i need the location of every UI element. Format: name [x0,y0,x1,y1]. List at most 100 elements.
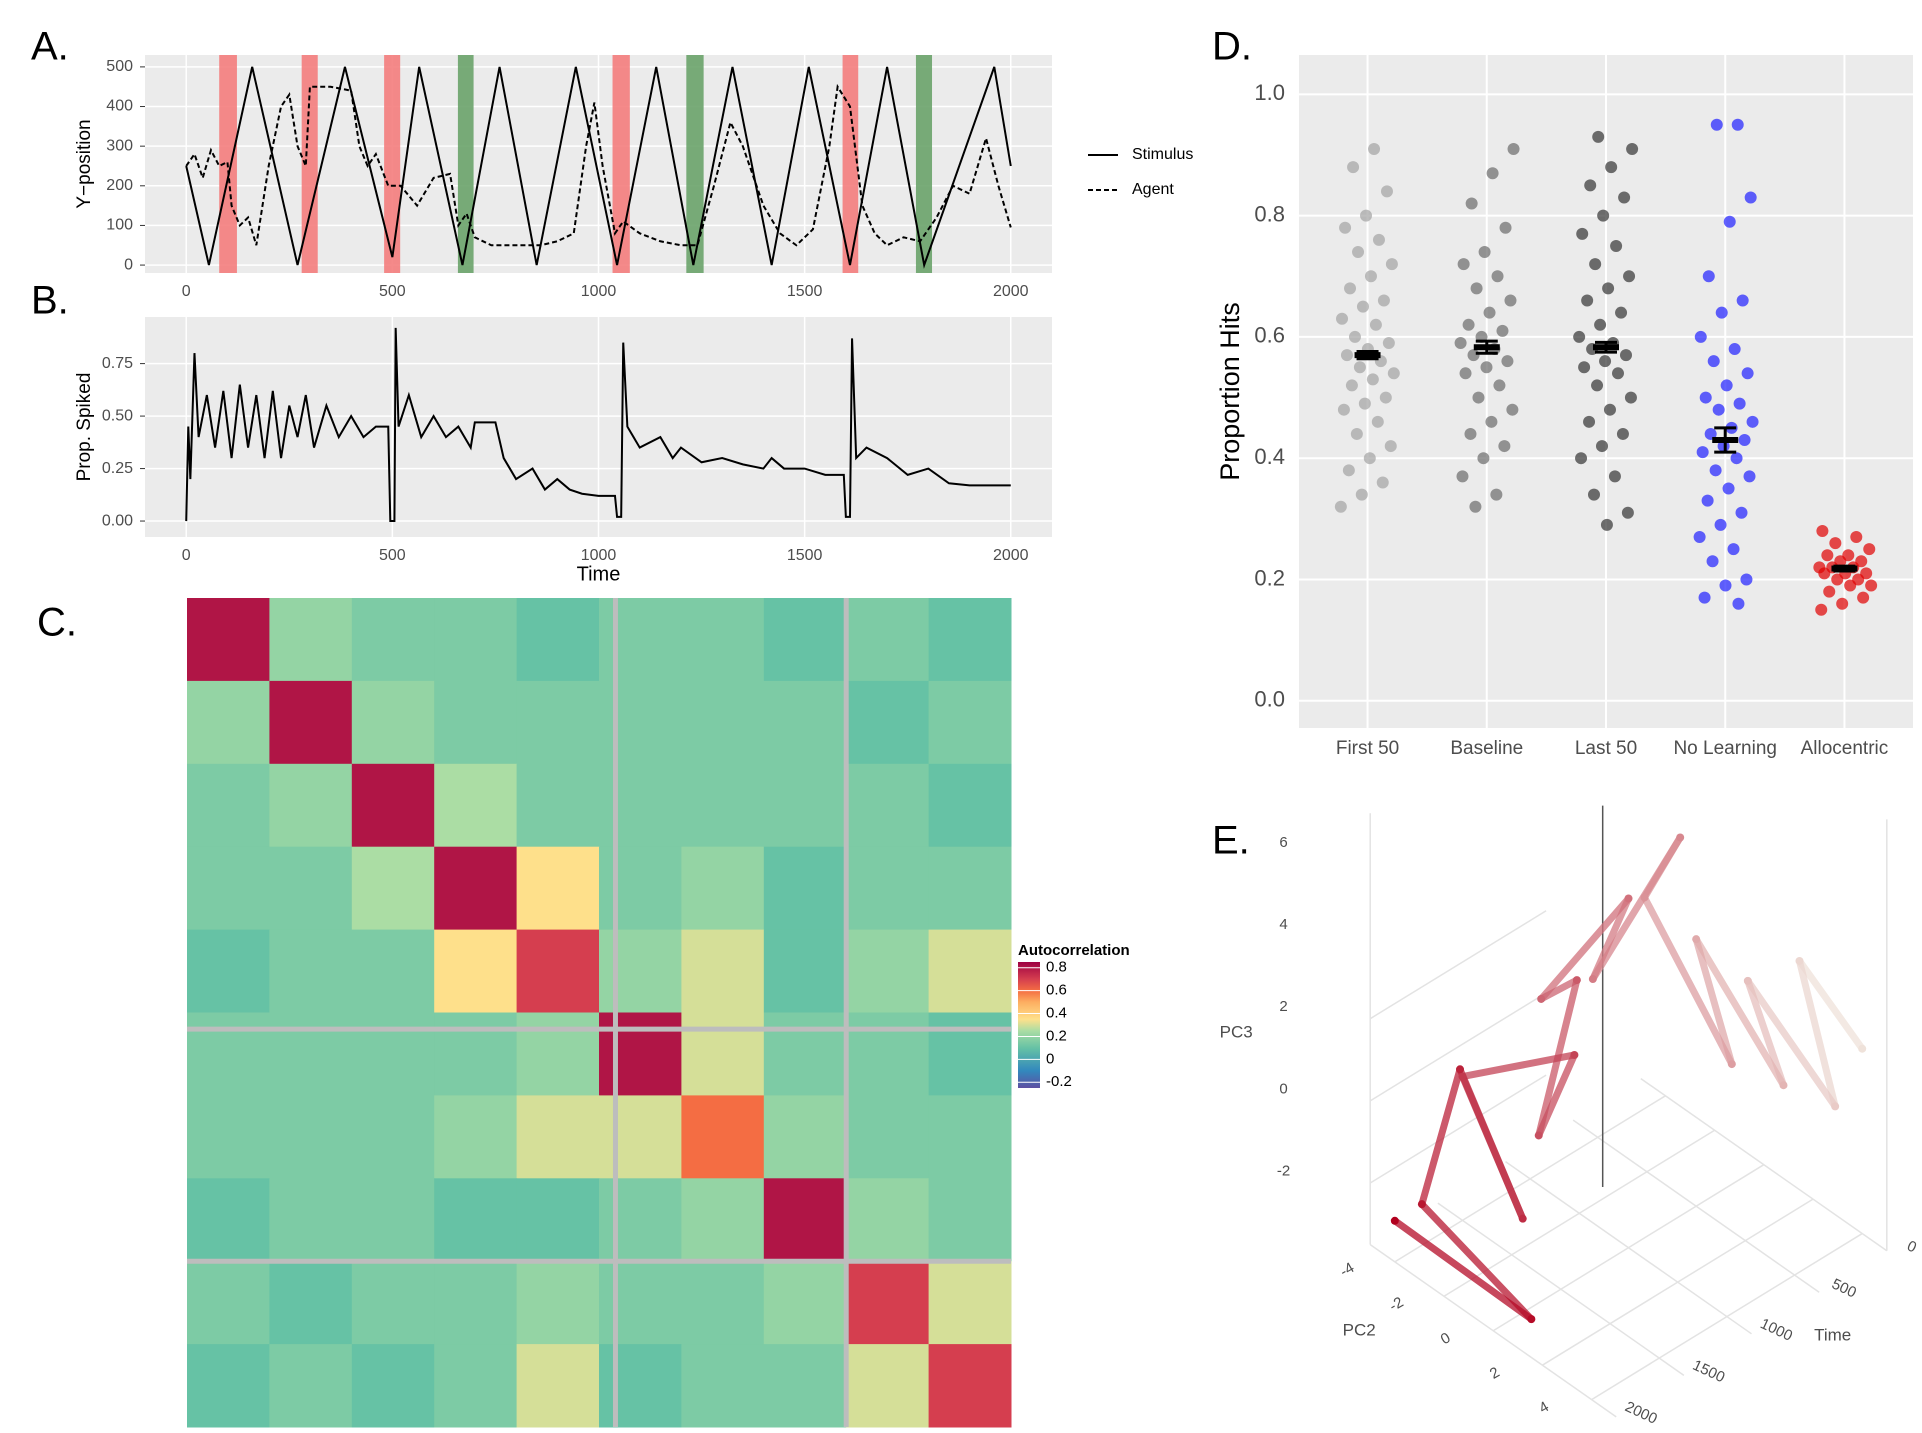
trajectory-point [1570,1050,1579,1059]
x-tick-label: 1500 [787,283,823,300]
heat-cell [763,1261,847,1345]
y-tick-label: 0.2 [1254,565,1285,590]
data-point [1733,397,1746,410]
y-axis-label: Y−position [74,119,95,208]
heat-cell [516,1095,600,1179]
data-point [1478,246,1491,259]
y-tick-label: 300 [106,137,133,154]
data-point [1730,452,1743,465]
data-point [1615,306,1628,319]
heat-cell [599,1261,682,1345]
heat-cell [351,763,435,848]
trajectory-segment [1744,977,1787,1089]
y-tick-label: 100 [106,217,133,234]
heat-cell [269,1095,353,1179]
data-point [1360,209,1373,222]
series-line [185,83,1012,247]
data-point [1715,306,1728,319]
heat-cell [846,763,930,848]
heat-cell [269,1261,353,1345]
z-tick-label: 0 [1279,1080,1287,1097]
heat-cell [928,1178,1012,1262]
series-line [185,66,1012,269]
highlight-band [301,55,318,273]
data-point [1336,312,1349,325]
heat-cell [599,1012,682,1096]
heat-cell [434,1012,518,1096]
trajectory-point [1692,935,1701,944]
x-axis-label: PC2 [1343,1320,1376,1339]
data-point [1831,573,1844,586]
data-point [1368,142,1381,155]
data-point [1599,355,1612,368]
heat-cell [269,763,353,848]
data-point [1347,161,1360,174]
data-point [1611,367,1624,380]
x-tick-label: -2 [1386,1294,1406,1315]
data-point [1693,531,1706,544]
heat-cell [516,598,600,682]
trajectory-segment [1391,1217,1535,1323]
data-point [1507,142,1520,155]
heat-cell [269,929,353,1013]
data-point [1506,403,1519,416]
data-point [1821,549,1834,562]
data-point [1350,427,1363,440]
floor-grid [1505,1160,1752,1335]
data-point [1485,415,1498,428]
data-point [1731,118,1744,131]
trajectory-point [1743,976,1752,985]
heat-cell [516,1344,600,1428]
heat-cell [516,929,600,1013]
y-tick-label: 0 [1904,1238,1919,1257]
y-tick-label: 0.75 [102,355,133,372]
colorbar-tick-label: 0 [1046,1050,1054,1067]
heat-cell [681,598,765,682]
data-point [1723,215,1736,228]
heat-cell [187,929,270,1013]
heat-cell [763,598,847,682]
data-point [1498,440,1511,453]
x-tick-label: 2000 [993,283,1029,300]
data-point [1337,403,1350,416]
trajectory-point [1534,1131,1543,1140]
data-point [1376,476,1389,489]
x-tick-label: Last 50 [1575,738,1637,759]
heat-cell [351,1012,435,1096]
trajectory-point [1640,893,1649,902]
data-point [1493,379,1506,392]
heat-cell [434,1095,518,1179]
heat-cell [269,1178,353,1262]
data-point [1372,233,1385,246]
trajectory-point [1572,976,1581,985]
data-point [1591,379,1604,392]
heat-cell [681,1344,765,1428]
trajectory-segment [1744,977,1839,1110]
panel-label: B. [31,279,69,323]
x-tick-label: 4 [1536,1398,1552,1417]
data-point [1363,452,1376,465]
heat-cell [434,846,518,931]
legend-label: Stimulus [1132,146,1193,163]
heat-cell [681,763,765,848]
legend-title: Autocorrelation [1018,942,1130,959]
heat-cell [846,929,930,1013]
y-tick-label: 0.0 [1254,687,1285,712]
z-axis-label: PC3 [1220,1023,1253,1042]
trajectory-segment [1458,1051,1578,1081]
data-point [1573,330,1586,343]
data-point [1728,343,1741,356]
heat-cell [928,846,1012,931]
heat-cell [351,929,435,1013]
x-tick-label: Baseline [1450,738,1523,759]
heat-cell [187,1178,270,1262]
heat-cell [928,1095,1012,1179]
data-point [1736,294,1749,307]
heat-cell [846,846,930,931]
data-point [1743,470,1756,483]
data-point [1850,531,1863,544]
data-point [1352,246,1365,259]
y-tick-label: 0.8 [1254,201,1285,226]
x-tick-label: 500 [379,283,406,300]
data-point [1698,591,1711,604]
